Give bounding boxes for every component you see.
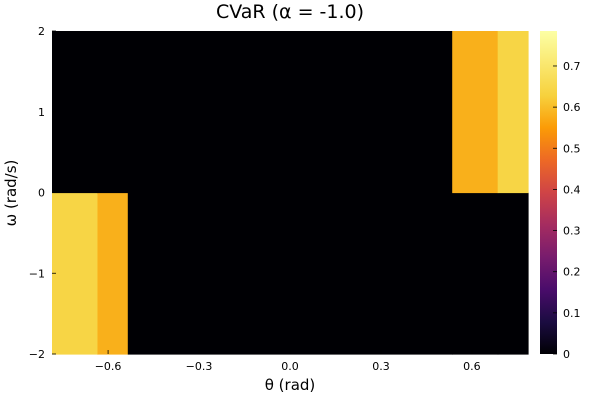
x-tick-label: 0.6 [463,360,481,373]
x-tick-label: −0.6 [95,360,122,373]
heatmap-cell [97,192,129,355]
colorbar-tick-label: 0.4 [563,183,581,196]
heatmap-cell [127,31,453,194]
heatmap-cells [52,31,529,355]
x-tick-label: −0.3 [186,360,213,373]
heatmap-cell [127,192,453,355]
x-tick-label: 0.0 [281,360,299,373]
chart-title: CVaR (α = -1.0) [216,1,364,23]
x-axis-ticks: −0.6 −0.3 0.0 0.3 0.6 [95,350,481,373]
y-tick-label: 2 [38,25,45,38]
y-tick-label: 0 [38,187,45,200]
colorbar-tick-label: 0.5 [563,142,581,155]
heatmap-cell [97,31,129,194]
heatmap-cell [497,31,529,194]
heatmap-cell [52,192,99,355]
y-tick-label: −2 [29,348,45,361]
heatmap-cell [497,192,529,355]
heatmap-cell [452,31,499,194]
x-tick-label: 0.3 [372,360,390,373]
y-axis-ticks: −2 −1 0 1 2 [29,25,56,361]
heatmap-cell [52,31,99,194]
y-tick-label: 1 [38,106,45,119]
heatmap-cell [452,192,499,355]
y-axis-label: ω (rad/s) [2,160,20,227]
y-tick-label: −1 [29,267,45,280]
x-axis-label: θ (rad) [265,376,316,394]
colorbar-tick-label: 0 [563,348,570,361]
colorbar [540,31,557,354]
colorbar-tick-label: 0.3 [563,225,581,238]
colorbar-tick-label: 0.7 [563,60,581,73]
colorbar-tick-label: 0.6 [563,101,581,114]
colorbar-tick-label: 0.1 [563,307,581,320]
colorbar-tick-label: 0.2 [563,266,581,279]
colorbar-ticks: 0 0.1 0.2 0.3 0.4 0.5 0.6 0.7 [553,60,581,361]
